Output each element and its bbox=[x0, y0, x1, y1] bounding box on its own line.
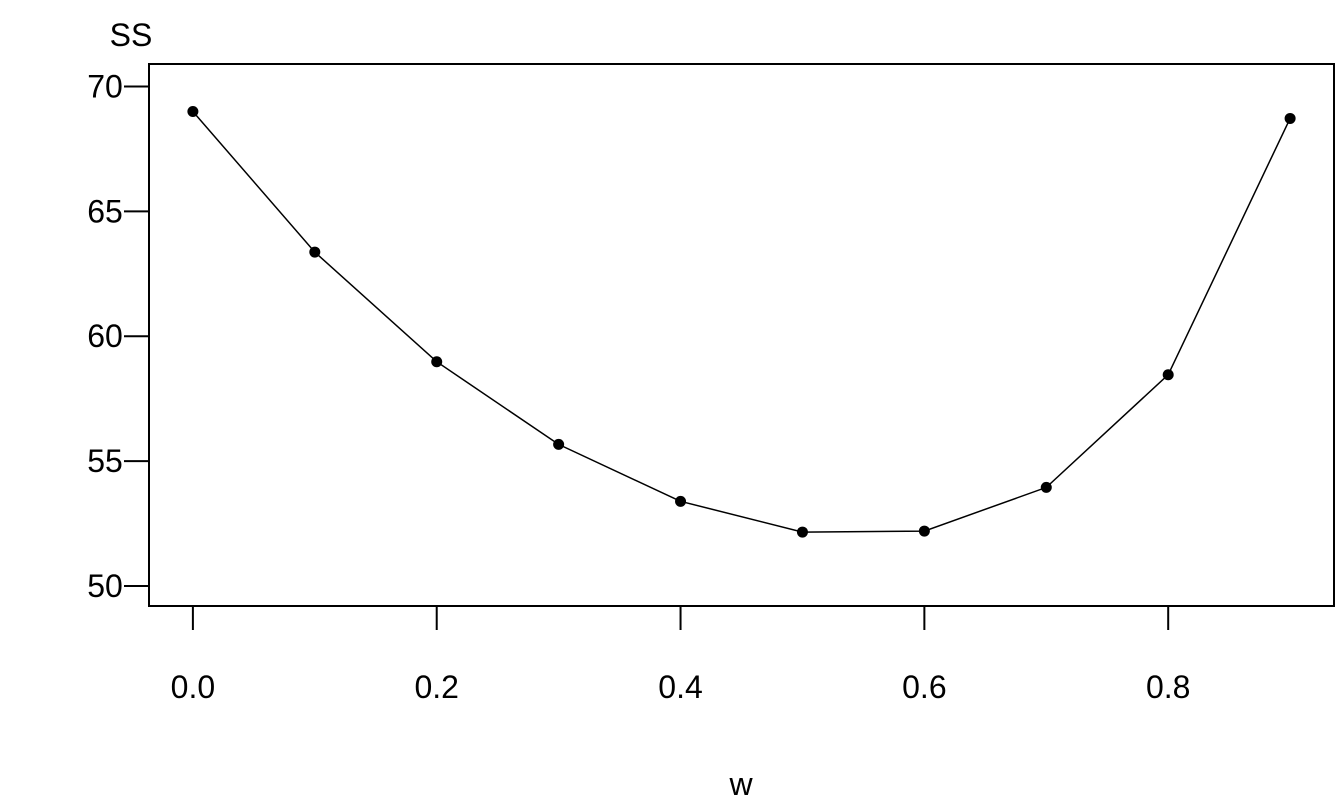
data-point bbox=[553, 438, 565, 450]
x-axis: 0.0 0.2 0.4 0.6 0.8 bbox=[171, 606, 1190, 705]
data-point bbox=[918, 525, 930, 537]
data-point bbox=[796, 526, 808, 538]
plot-frame bbox=[148, 63, 1335, 607]
data-point bbox=[431, 356, 443, 368]
y-tick-label: 60 bbox=[87, 318, 123, 354]
x-tick-label: 0.2 bbox=[414, 669, 458, 705]
y-tick-label: 65 bbox=[87, 193, 123, 229]
y-axis-label: SS bbox=[110, 17, 153, 53]
series bbox=[187, 105, 1296, 538]
x-tick-label: 0.8 bbox=[1146, 669, 1190, 705]
data-point bbox=[1040, 481, 1052, 493]
y-tick-label: 70 bbox=[87, 68, 123, 104]
data-point bbox=[1284, 112, 1296, 124]
y-tick-label: 55 bbox=[87, 443, 123, 479]
y-tick-label: 50 bbox=[87, 568, 123, 604]
series-line bbox=[192, 111, 1291, 533]
data-point bbox=[187, 105, 199, 117]
y-axis: 50 55 60 65 70 bbox=[87, 68, 149, 604]
x-tick-label: 0.6 bbox=[902, 669, 946, 705]
x-axis-label: w bbox=[728, 766, 753, 802]
data-point bbox=[1162, 369, 1174, 381]
x-tick-label: 0.4 bbox=[658, 669, 702, 705]
data-point bbox=[309, 246, 321, 258]
data-point bbox=[675, 495, 687, 507]
x-tick-label: 0.0 bbox=[171, 669, 215, 705]
